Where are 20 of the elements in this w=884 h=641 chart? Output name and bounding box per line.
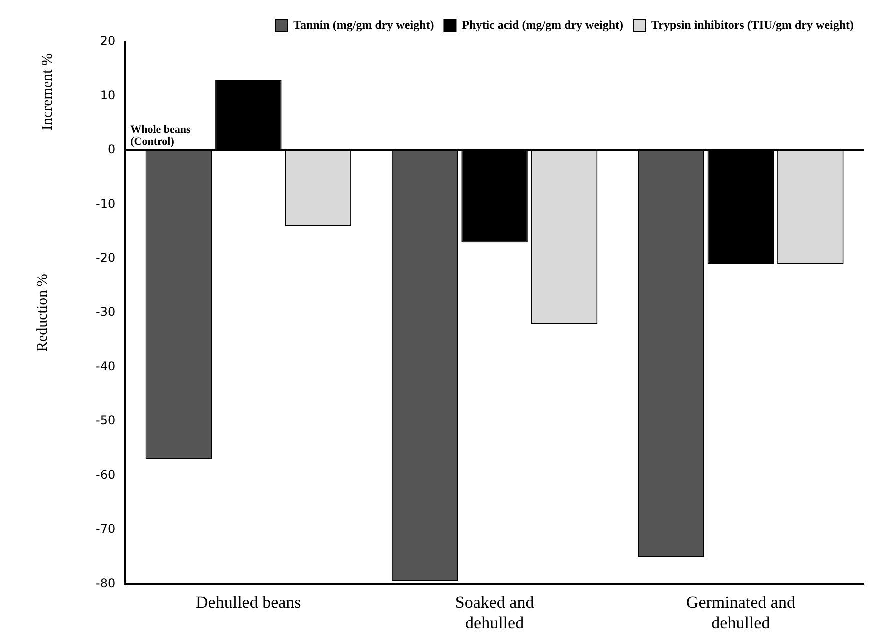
x-tick-label: Dehulled beans <box>196 592 302 612</box>
y-tick-label: 20 <box>100 34 116 48</box>
y-tick-label: -80 <box>96 576 116 590</box>
y-tick-label: 10 <box>100 88 116 102</box>
y-tick-label: -70 <box>96 522 116 536</box>
x-tick-label: Soaked and dehulled <box>455 592 535 632</box>
legend-label: Trypsin inhibitors (TIU/gm dry weight) <box>652 18 854 32</box>
y-tick-label: -30 <box>96 305 116 320</box>
text: Increment % <box>40 53 56 131</box>
ref-line-label: Whole beans (Control) <box>130 124 192 148</box>
x-tick-label: Germinated and dehulled <box>686 592 796 632</box>
y-tick-label: -60 <box>96 468 116 482</box>
y-tick-label: -50 <box>96 414 116 428</box>
legend-label: Tannin (mg/gm dry weight) <box>294 18 434 32</box>
y-tick-label: -20 <box>96 251 116 266</box>
y-tick-label: -10 <box>96 196 116 211</box>
y-tick-label: 0 <box>108 142 116 157</box>
legend-label: Phytic acid (mg/gm dry weight) <box>462 18 624 32</box>
y-axis-title: Reduction % <box>34 274 51 352</box>
y-tick-label: -40 <box>96 359 116 374</box>
